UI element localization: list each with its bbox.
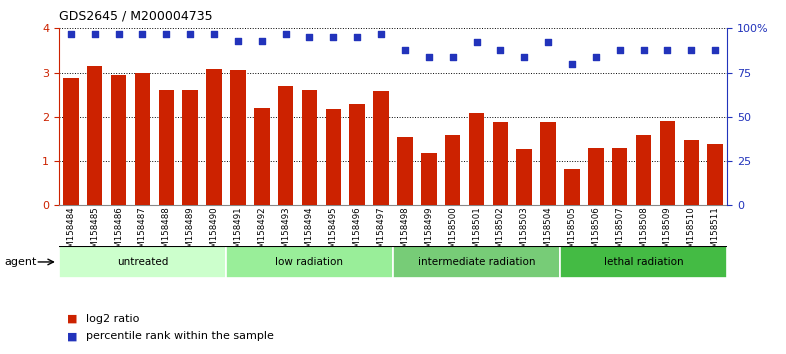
Bar <box>421 153 436 205</box>
Bar <box>226 246 393 278</box>
Point <box>518 54 531 59</box>
Bar <box>707 144 723 205</box>
Bar <box>393 246 560 278</box>
Point <box>566 61 578 67</box>
Bar <box>325 109 341 205</box>
Text: agent: agent <box>4 257 36 267</box>
Text: GDS2645 / M200004735: GDS2645 / M200004735 <box>59 9 212 22</box>
Point <box>208 31 220 36</box>
Bar <box>63 78 79 205</box>
Point <box>685 47 697 52</box>
Text: ■: ■ <box>67 314 77 324</box>
Point <box>303 34 316 40</box>
Point <box>64 31 77 36</box>
Point <box>184 31 196 36</box>
Point <box>613 47 626 52</box>
Bar <box>636 136 652 205</box>
Point <box>136 31 149 36</box>
Text: intermediate radiation: intermediate radiation <box>418 257 535 267</box>
Bar <box>684 140 699 205</box>
Bar <box>516 149 532 205</box>
Bar <box>588 148 604 205</box>
Text: percentile rank within the sample: percentile rank within the sample <box>86 331 274 341</box>
Bar <box>302 90 318 205</box>
Bar <box>254 108 270 205</box>
Bar <box>445 135 461 205</box>
Point <box>112 31 125 36</box>
Bar <box>612 148 627 205</box>
Point <box>423 54 435 59</box>
Point <box>637 47 650 52</box>
Bar <box>560 246 727 278</box>
Bar <box>87 66 102 205</box>
Point <box>590 54 602 59</box>
Bar <box>59 246 226 278</box>
Bar <box>111 75 127 205</box>
Point <box>255 38 268 44</box>
Bar <box>468 113 484 205</box>
Point <box>494 47 507 52</box>
Bar <box>350 104 365 205</box>
Bar <box>206 69 222 205</box>
Bar <box>659 121 675 205</box>
Point <box>232 38 244 44</box>
Text: low radiation: low radiation <box>275 257 343 267</box>
Text: lethal radiation: lethal radiation <box>604 257 683 267</box>
Point <box>446 54 459 59</box>
Point <box>160 31 173 36</box>
Bar <box>230 70 246 205</box>
Text: untreated: untreated <box>117 257 168 267</box>
Point <box>542 40 554 45</box>
Text: ■: ■ <box>67 331 77 341</box>
Point <box>470 40 483 45</box>
Point <box>399 47 411 52</box>
Bar <box>540 122 556 205</box>
Bar <box>397 137 413 205</box>
Bar <box>159 90 174 205</box>
Bar <box>182 90 198 205</box>
Point <box>351 34 363 40</box>
Point <box>89 31 101 36</box>
Text: log2 ratio: log2 ratio <box>86 314 140 324</box>
Bar <box>564 169 580 205</box>
Point <box>327 34 340 40</box>
Point <box>709 47 722 52</box>
Point <box>279 31 292 36</box>
Point <box>375 31 387 36</box>
Bar <box>373 91 389 205</box>
Point <box>661 47 674 52</box>
Bar <box>134 73 150 205</box>
Bar <box>278 86 293 205</box>
Bar <box>493 122 508 205</box>
